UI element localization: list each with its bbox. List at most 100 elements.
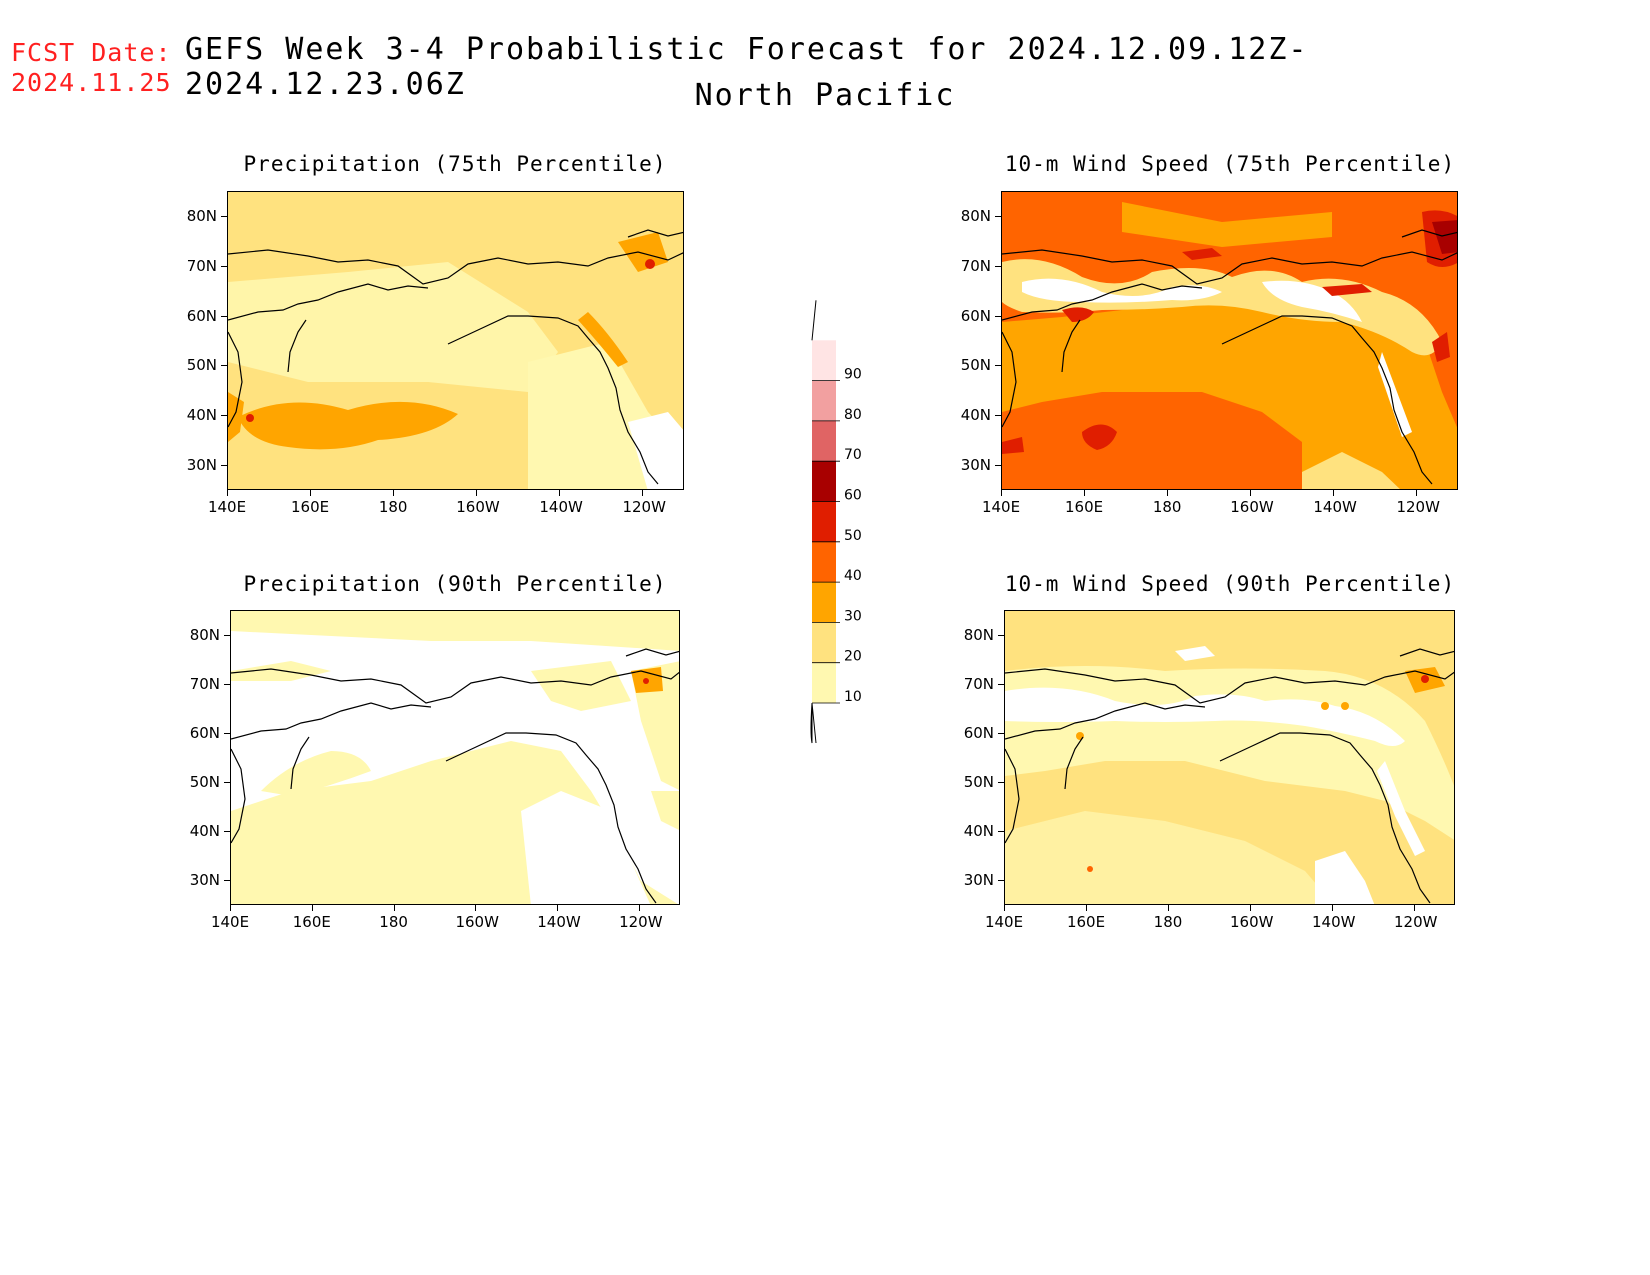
x-tick-mark xyxy=(559,490,561,496)
x-tick-label: 180 xyxy=(378,498,408,516)
x-tick-label: 140W xyxy=(1312,913,1356,931)
field-high-region xyxy=(1002,437,1024,454)
coastline xyxy=(1005,702,1206,740)
field-low-region xyxy=(651,791,679,830)
y-tick-label: 70N xyxy=(963,674,994,693)
y-tick-mark xyxy=(995,415,1001,417)
x-tick-label: 160E xyxy=(1065,498,1104,516)
x-tick-mark xyxy=(1004,905,1005,911)
x-tick-mark xyxy=(557,905,559,911)
coastline xyxy=(231,668,679,704)
x-tick-mark xyxy=(1167,490,1169,496)
y-tick-label: 30N xyxy=(960,456,991,475)
x-tick-label: 120W xyxy=(622,498,666,516)
field-high-region xyxy=(578,312,628,367)
y-tick-label: 80N xyxy=(186,206,217,225)
field-peak xyxy=(645,259,655,269)
y-tick-label: 40N xyxy=(963,822,994,841)
x-tick-label: 140E xyxy=(207,498,247,516)
colorbar-label: 20 xyxy=(844,649,862,665)
y-tick-mark xyxy=(998,831,1004,833)
x-tick-mark xyxy=(393,490,395,496)
field-high-region xyxy=(618,232,668,272)
x-tick-label: 140E xyxy=(210,913,250,931)
coastline xyxy=(447,315,659,485)
x-tick-label: 160W xyxy=(455,913,499,931)
coastline xyxy=(228,331,243,428)
x-tick-label: 160E xyxy=(1066,913,1106,931)
colorbar-segment xyxy=(812,622,836,663)
y-tick-mark xyxy=(224,634,230,636)
coastline xyxy=(1221,315,1433,485)
colorbar-segment xyxy=(812,340,836,381)
x-tick-mark xyxy=(1084,490,1086,496)
y-tick-mark xyxy=(998,880,1004,882)
field-dry-region xyxy=(1262,280,1362,322)
x-tick-mark xyxy=(227,490,228,496)
field-peak xyxy=(1421,675,1429,683)
field-high-region xyxy=(1302,452,1400,489)
field-peak xyxy=(1321,702,1329,710)
field-moderate-region xyxy=(1002,287,1457,489)
colorbar-segment xyxy=(812,501,836,542)
coastline xyxy=(1002,331,1017,428)
field-low-region xyxy=(631,661,679,790)
field-dry-region xyxy=(628,412,683,489)
y-tick-mark xyxy=(224,782,230,784)
x-tick-label: 120W xyxy=(619,913,663,931)
y-tick-mark xyxy=(221,465,227,467)
colorbar-segment xyxy=(812,380,836,421)
y-tick-mark xyxy=(221,415,227,417)
x-tick-label: 180 xyxy=(379,913,408,931)
colorbar-tail xyxy=(810,702,813,744)
y-tick-label: 30N xyxy=(963,871,994,890)
y-tick-label: 30N xyxy=(189,871,220,890)
colorbar-segment xyxy=(812,582,836,623)
field-high-region xyxy=(1062,307,1094,322)
coastline xyxy=(627,229,683,238)
x-tick-label: 160W xyxy=(456,498,500,516)
y-tick-mark xyxy=(224,831,230,833)
map-precip-90 xyxy=(230,610,680,905)
field-low-region xyxy=(1002,259,1442,356)
field-low-region xyxy=(231,611,679,651)
coastline xyxy=(228,249,683,285)
x-tick-label: 180 xyxy=(1153,913,1183,931)
field-dry-region xyxy=(1377,761,1425,856)
map-precip-75 xyxy=(227,191,684,490)
field-low-region xyxy=(228,262,558,392)
y-tick-mark xyxy=(224,732,230,734)
field-moderate-region xyxy=(1122,202,1332,247)
x-tick-mark xyxy=(1001,490,1002,496)
y-tick-label: 70N xyxy=(960,256,991,275)
y-tick-label: 30N xyxy=(186,456,217,475)
x-tick-mark xyxy=(311,905,313,911)
x-tick-label: 140W xyxy=(539,498,583,516)
y-tick-label: 40N xyxy=(960,406,991,425)
y-tick-label: 70N xyxy=(189,674,220,693)
x-tick-label: 160W xyxy=(1230,498,1274,516)
x-tick-label: 160W xyxy=(1230,913,1274,931)
x-tick-label: 140E xyxy=(981,498,1021,516)
y-tick-label: 50N xyxy=(960,356,991,375)
x-tick-label: 120W xyxy=(1394,913,1438,931)
y-tick-label: 40N xyxy=(189,822,220,841)
colorbar-tail xyxy=(811,702,817,744)
y-tick-mark xyxy=(224,683,230,685)
coastline xyxy=(287,319,307,373)
colorbar-segment xyxy=(812,662,836,703)
coastline xyxy=(1002,249,1457,285)
y-tick-label: 80N xyxy=(960,206,991,225)
panel-title: Precipitation (90th Percentile) xyxy=(243,572,667,596)
coastline xyxy=(231,702,432,740)
y-tick-label: 50N xyxy=(186,356,217,375)
y-tick-mark xyxy=(998,683,1004,685)
field-peak xyxy=(1341,702,1349,710)
y-tick-label: 50N xyxy=(963,773,994,792)
x-tick-label: 140E xyxy=(984,913,1024,931)
coastline xyxy=(1401,229,1457,238)
colorbar-label: 50 xyxy=(844,528,862,544)
field-low-region xyxy=(261,751,371,796)
fcst-date-label: FCST Date: xyxy=(11,38,172,67)
x-tick-mark xyxy=(1332,905,1333,911)
